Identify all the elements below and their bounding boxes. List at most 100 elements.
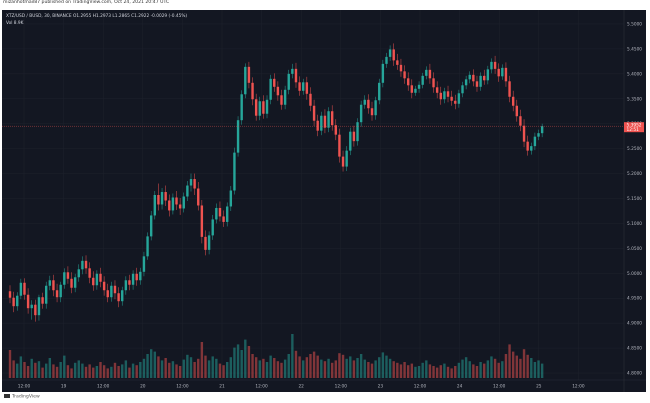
volume-bar xyxy=(222,365,225,378)
candle-body xyxy=(472,74,475,82)
candle-body xyxy=(113,285,117,294)
volume-bar xyxy=(113,362,117,378)
volume-bar xyxy=(323,361,327,378)
volume-bar xyxy=(153,351,156,378)
candle-body xyxy=(142,256,146,272)
candle-body xyxy=(497,68,500,77)
volume-bar xyxy=(55,366,59,378)
candle-body xyxy=(218,207,222,217)
volume-bar xyxy=(226,362,229,378)
candle-body xyxy=(323,115,327,128)
candle-body xyxy=(233,152,236,191)
candle-body xyxy=(309,93,312,106)
candle-body xyxy=(81,260,84,270)
volume-bar xyxy=(497,362,500,378)
candle-body xyxy=(215,207,218,220)
volume-bar xyxy=(149,349,153,378)
candle-body xyxy=(186,185,189,197)
volume-bar xyxy=(472,364,475,378)
candle-body xyxy=(251,82,254,100)
volume-bar xyxy=(504,354,508,378)
volume-bar xyxy=(207,360,211,378)
volume-bar xyxy=(189,357,193,378)
volume-bar xyxy=(508,344,511,378)
candle-body xyxy=(247,66,251,83)
candle-body xyxy=(84,260,88,269)
volume-bar xyxy=(218,363,222,378)
volume-bar xyxy=(157,356,160,378)
volume-bar xyxy=(533,362,537,378)
candle-body xyxy=(540,126,544,134)
candle-body xyxy=(461,85,464,94)
candlestick-chart[interactable]: 5.50005.45005.40005.35005.30005.25005.20… xyxy=(2,10,646,392)
candle-body xyxy=(414,88,417,93)
volume-bar xyxy=(16,363,19,378)
candle-body xyxy=(345,150,348,167)
volume-bar xyxy=(186,354,189,378)
volume-bar xyxy=(378,357,381,378)
candle-body xyxy=(149,215,153,237)
candle-body xyxy=(110,285,113,298)
volume-legend[interactable]: Vol 8.9K xyxy=(6,20,24,26)
candle-body xyxy=(207,235,211,250)
volume-bar xyxy=(490,356,493,378)
candle-body xyxy=(349,131,352,151)
candle-body xyxy=(486,69,490,81)
volume-bar xyxy=(294,350,298,378)
candle-body xyxy=(23,282,26,295)
last-price-value: 5.3952 xyxy=(627,123,642,129)
candle-body xyxy=(330,111,334,126)
candle-body xyxy=(262,101,265,114)
volume-bar xyxy=(417,366,421,378)
candle-body xyxy=(222,216,225,222)
volume-bar xyxy=(392,361,395,378)
price-axis[interactable]: 5.50005.45005.40005.35005.30005.25005.20… xyxy=(627,21,642,376)
volume-bar xyxy=(48,358,52,378)
volume-bar xyxy=(135,365,138,378)
volume-bar xyxy=(305,357,309,378)
volume-bar xyxy=(432,366,435,378)
candle-body xyxy=(359,104,363,123)
volume-bar xyxy=(139,362,142,378)
candle-body xyxy=(189,179,193,186)
candle-body xyxy=(95,273,99,286)
volume-bar xyxy=(468,361,471,378)
volume-bar xyxy=(63,355,66,378)
candles xyxy=(8,43,544,322)
volume-bar xyxy=(34,362,37,378)
time-axis[interactable]: 12:00 19 12:00 20 12:00 21 12:00 22 12:00 23 12:00… xyxy=(18,384,585,390)
brand-label: TradingView xyxy=(4,394,40,400)
candle-body xyxy=(283,89,287,105)
candle-body xyxy=(519,116,522,126)
candle-body xyxy=(501,67,504,77)
candle-body xyxy=(160,192,164,205)
price-tick-label: 4.9000 xyxy=(627,321,642,327)
candle-body xyxy=(338,134,341,157)
volume-bar xyxy=(240,350,243,378)
candle-body xyxy=(37,297,41,316)
publisher-text: mizanhotmail87 published on TradingView.… xyxy=(3,0,170,5)
candle-body xyxy=(197,188,200,206)
volume-bar xyxy=(258,360,261,378)
chart-area[interactable]: 5.50005.45005.40005.35005.30005.25005.20… xyxy=(2,10,646,392)
symbol-legend[interactable]: XTZ/USD / BUSD, 30, BINANCE O1.2955 H1.2… xyxy=(6,13,187,19)
candle-body xyxy=(450,96,453,101)
volume-bar xyxy=(280,362,283,378)
candle-body xyxy=(48,280,52,286)
candle-body xyxy=(269,78,272,100)
volume-bar xyxy=(370,363,374,378)
candle-body xyxy=(8,291,12,298)
candle-body xyxy=(421,75,424,85)
volume-bar xyxy=(291,334,294,378)
volume-bar xyxy=(8,350,12,378)
volume-bar xyxy=(233,347,236,378)
candle-body xyxy=(265,99,269,114)
volume-bars xyxy=(8,334,544,378)
candle-body xyxy=(526,141,529,151)
candle-body xyxy=(106,290,109,298)
candle-body xyxy=(88,268,91,278)
publisher-bar: mizanhotmail87 published on TradingView.… xyxy=(0,0,650,10)
volume-bar xyxy=(244,339,247,378)
volume-bar xyxy=(121,364,124,378)
volume-bar xyxy=(41,367,44,378)
